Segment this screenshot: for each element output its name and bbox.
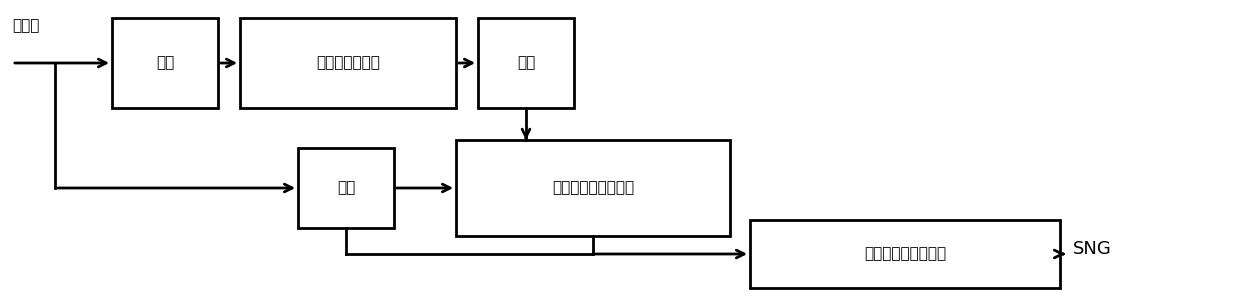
Bar	[112, 18, 218, 108]
Text: 净化: 净化	[517, 56, 536, 70]
Text: 耐硫甲烷化反应: 耐硫甲烷化反应	[316, 56, 379, 70]
Text: SNG: SNG	[1073, 240, 1112, 258]
Text: 粗煤气: 粗煤气	[12, 18, 40, 33]
Bar	[477, 18, 574, 108]
Bar	[456, 140, 730, 236]
Text: 多级低温甲烷化反应: 多级低温甲烷化反应	[864, 247, 946, 261]
Bar	[241, 18, 456, 108]
Text: 变换: 变换	[156, 56, 174, 70]
Text: 多级高温甲烷化反应: 多级高温甲烷化反应	[552, 181, 634, 195]
Text: 净化: 净化	[337, 181, 355, 195]
Bar	[298, 148, 394, 228]
Bar	[750, 220, 1060, 288]
